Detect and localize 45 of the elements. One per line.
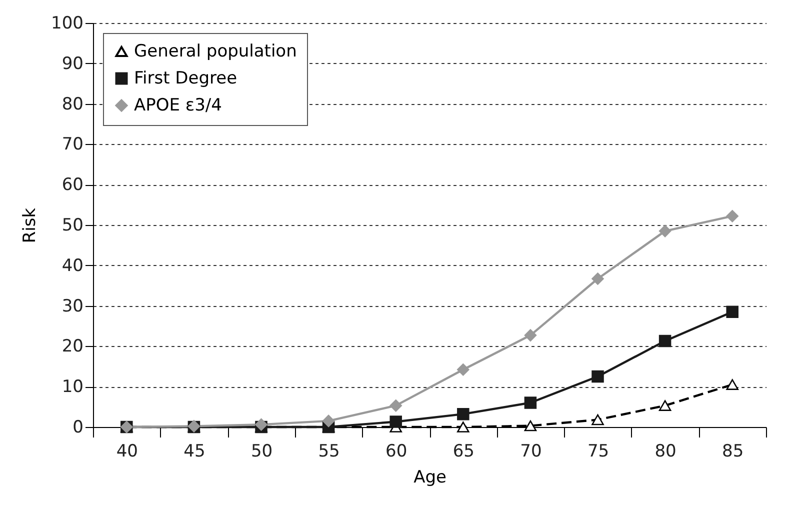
point xyxy=(390,416,402,428)
point xyxy=(658,224,672,238)
point xyxy=(524,396,537,409)
y-tick-label: 60 xyxy=(62,175,84,196)
legend-label: APOE ε3/4 xyxy=(134,96,222,116)
point xyxy=(524,420,537,432)
y-tick-label: 50 xyxy=(62,216,84,236)
point xyxy=(726,306,738,318)
point xyxy=(726,210,738,222)
point xyxy=(457,364,470,376)
y-tick-label: 80 xyxy=(62,94,84,114)
point xyxy=(658,334,672,348)
x-tick-label: 70 xyxy=(520,442,542,462)
y-axis-title: Risk xyxy=(20,208,40,244)
point xyxy=(592,370,604,383)
point xyxy=(592,272,604,285)
x-tick-label: 75 xyxy=(587,442,610,462)
x-tick-label: 40 xyxy=(116,442,138,462)
legend-label: First Degree xyxy=(134,68,238,88)
point xyxy=(457,422,470,432)
y-tick-label: 100 xyxy=(51,14,84,34)
y-tick-label: 30 xyxy=(62,296,84,316)
y-tick-label: 20 xyxy=(62,336,84,357)
x-axis-title: Age xyxy=(414,468,446,488)
y-tick-label: 10 xyxy=(62,377,84,398)
x-tick-label: 45 xyxy=(184,442,206,462)
point xyxy=(592,414,604,426)
x-tick-label: 80 xyxy=(654,442,676,462)
x-tick-label: 60 xyxy=(386,442,408,462)
point xyxy=(658,400,672,411)
point xyxy=(524,329,537,342)
legend-label: General population xyxy=(134,42,297,62)
point xyxy=(322,414,335,428)
point xyxy=(255,418,268,431)
x-tick-label: 50 xyxy=(250,442,273,462)
point xyxy=(457,408,470,420)
y-tick-label: 40 xyxy=(62,256,84,276)
x-tick-label: 65 xyxy=(452,442,474,462)
y-tick-label: 90 xyxy=(62,54,84,74)
x-tick-label: 85 xyxy=(722,442,744,462)
y-tick-label: 0 xyxy=(72,418,84,438)
point xyxy=(726,379,738,390)
point xyxy=(390,399,402,412)
y-tick-label: 70 xyxy=(62,134,84,155)
x-tick-label: 55 xyxy=(318,442,340,462)
